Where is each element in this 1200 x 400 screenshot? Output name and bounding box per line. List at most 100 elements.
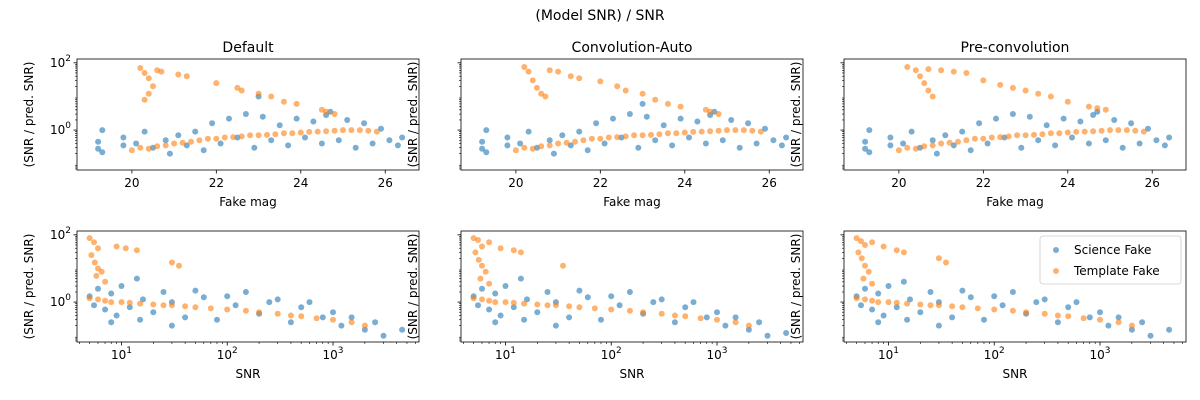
science-fake-point xyxy=(141,128,148,135)
template-fake-point xyxy=(356,127,363,134)
x-tick-label: 103 xyxy=(323,346,344,362)
template-fake-point xyxy=(858,255,865,262)
science-fake-point xyxy=(266,299,273,306)
science-fake-point xyxy=(534,309,541,316)
template-fake-point xyxy=(1041,310,1048,317)
science-fake-point xyxy=(1145,125,1151,132)
science-fake-point xyxy=(626,111,633,117)
science-fake-point xyxy=(885,283,892,289)
science-fake-point xyxy=(893,304,900,311)
science-fake-point xyxy=(552,322,559,329)
template-fake-point xyxy=(921,80,928,87)
science-fake-point xyxy=(576,287,583,294)
science-fake-point xyxy=(1102,137,1109,144)
scatter-points xyxy=(470,235,790,339)
science-fake-point xyxy=(694,118,701,125)
template-fake-point xyxy=(724,127,730,134)
science-fake-point xyxy=(338,322,345,329)
science-fake-point xyxy=(1069,134,1075,141)
template-fake-point xyxy=(145,90,152,97)
science-fake-point xyxy=(95,145,102,152)
template-fake-point xyxy=(542,93,549,100)
template-fake-point xyxy=(1090,128,1097,135)
science-fake-point xyxy=(386,137,393,144)
template-fake-point xyxy=(497,245,504,252)
template-fake-point xyxy=(677,103,684,110)
template-fake-point xyxy=(280,98,287,105)
science-fake-point xyxy=(310,118,317,125)
science-fake-point xyxy=(745,120,752,127)
template-fake-point xyxy=(698,128,705,135)
science-fake-point xyxy=(394,142,401,149)
template-fake-point xyxy=(95,245,101,252)
science-fake-point xyxy=(95,138,102,145)
template-fake-point xyxy=(122,245,129,252)
template-fake-point xyxy=(93,272,100,279)
x-tick-label: 24 xyxy=(293,176,308,190)
template-fake-point xyxy=(715,111,722,117)
template-fake-point xyxy=(963,70,970,76)
template-fake-point xyxy=(1123,127,1130,134)
legend-marker xyxy=(1053,268,1059,274)
science-fake-point xyxy=(483,149,490,156)
science-fake-point xyxy=(348,314,355,321)
template-fake-point xyxy=(938,67,945,74)
x-tick-label: 101 xyxy=(878,346,899,362)
template-fake-point xyxy=(943,259,949,266)
y-axis-label: (SNR / pred. SNR) xyxy=(406,62,420,168)
template-fake-point xyxy=(997,81,1004,88)
x-tick-label: 103 xyxy=(1090,346,1111,362)
axes-frame xyxy=(460,230,804,343)
science-fake-point xyxy=(981,316,987,323)
template-fake-point xyxy=(895,147,902,154)
template-fake-point xyxy=(1009,307,1016,314)
science-fake-point xyxy=(783,330,790,336)
template-fake-point xyxy=(145,75,152,82)
template-fake-point xyxy=(588,135,595,142)
template-fake-point xyxy=(853,295,860,302)
template-fake-point xyxy=(126,299,133,306)
template-fake-point xyxy=(566,303,573,310)
template-fake-point xyxy=(154,143,161,150)
template-fake-point xyxy=(340,127,346,134)
science-fake-point xyxy=(959,128,966,135)
template-fake-point xyxy=(938,140,945,147)
x-axis-label: SNR xyxy=(1003,367,1028,381)
template-fake-point xyxy=(1115,319,1122,326)
template-fake-point xyxy=(546,67,553,74)
template-fake-point xyxy=(917,73,923,80)
science-fake-point xyxy=(967,294,974,301)
science-fake-point xyxy=(524,296,530,303)
template-fake-point xyxy=(749,127,756,134)
template-fake-point xyxy=(1023,309,1030,316)
axes-frame xyxy=(843,58,1187,171)
science-fake-point xyxy=(762,125,768,132)
science-fake-point xyxy=(1033,299,1040,306)
template-fake-point xyxy=(912,145,919,152)
template-fake-point xyxy=(1132,127,1139,134)
science-fake-point xyxy=(887,142,894,149)
science-fake-point xyxy=(1009,111,1016,117)
x-tick-label: 102 xyxy=(601,346,622,362)
template-fake-point xyxy=(137,144,144,151)
science-fake-point xyxy=(168,322,175,329)
science-fake-point xyxy=(880,312,887,319)
template-fake-point xyxy=(555,140,562,147)
axes-frame xyxy=(76,230,420,343)
science-fake-point xyxy=(209,120,216,127)
template-fake-point xyxy=(980,77,987,84)
template-fake-point xyxy=(576,75,583,82)
template-fake-point xyxy=(652,96,659,103)
science-fake-point xyxy=(298,304,305,311)
science-fake-point xyxy=(598,316,604,323)
legend: Science Fake Template Fake xyxy=(1039,235,1182,285)
template-fake-point xyxy=(893,299,900,306)
template-fake-point xyxy=(697,315,704,322)
template-fake-point xyxy=(912,67,919,74)
template-fake-point xyxy=(348,127,355,134)
x-axis-label: SNR xyxy=(236,367,261,381)
science-fake-point xyxy=(521,316,528,323)
template-fake-point xyxy=(671,312,678,319)
template-fake-point xyxy=(323,108,330,115)
science-fake-point xyxy=(714,309,720,316)
